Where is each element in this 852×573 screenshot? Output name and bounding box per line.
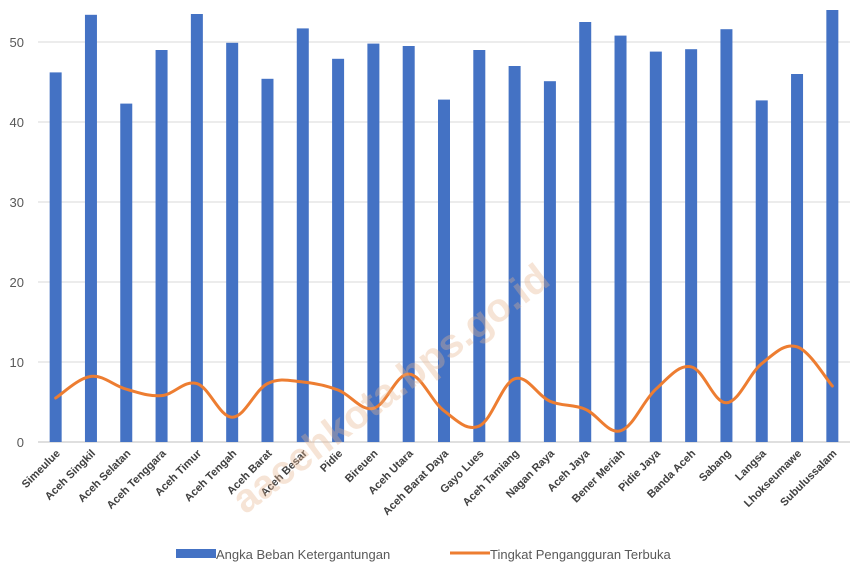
watermark: aacehkota.bps.go.id <box>224 256 558 523</box>
bar <box>120 103 133 442</box>
bar <box>720 29 733 442</box>
line-point <box>266 383 268 385</box>
y-tick-label: 20 <box>10 275 24 290</box>
y-tick-label: 10 <box>10 355 24 370</box>
legend-swatch-bar <box>176 549 216 558</box>
line-point <box>125 388 127 390</box>
bar <box>155 50 168 442</box>
bar <box>649 51 662 442</box>
line-point <box>584 408 586 410</box>
line-point <box>514 378 516 380</box>
line-point <box>478 425 480 427</box>
line-point <box>196 383 198 385</box>
x-tick-label: Aceh Tenggara <box>105 447 170 512</box>
bar <box>84 14 97 443</box>
line-point <box>90 375 92 377</box>
bar <box>190 14 203 442</box>
y-tick-label: 0 <box>17 435 24 450</box>
bar <box>402 46 415 442</box>
line-point <box>372 407 374 409</box>
line-point <box>796 346 798 348</box>
bar <box>543 81 556 442</box>
line-point <box>161 395 163 397</box>
bar <box>332 58 345 443</box>
line-point <box>337 389 339 391</box>
bar <box>49 72 62 443</box>
bar <box>826 10 839 442</box>
bar-series <box>49 10 839 443</box>
bar <box>438 99 450 442</box>
line-point <box>408 373 410 375</box>
bar <box>473 50 486 442</box>
line-series <box>54 344 834 433</box>
line-point <box>620 430 622 432</box>
bar <box>367 43 380 442</box>
bar <box>296 28 309 443</box>
y-axis-ticks: 0 10 20 30 40 50 <box>10 35 24 450</box>
bar <box>791 74 804 442</box>
bar <box>226 42 239 443</box>
line-point <box>761 363 763 365</box>
bar <box>508 66 521 442</box>
bar <box>755 100 768 443</box>
bar <box>261 78 274 443</box>
line-point <box>655 388 657 390</box>
y-tick-label: 40 <box>10 115 24 130</box>
line-point <box>231 416 233 418</box>
legend: Angka Beban Ketergantungan Tingkat Penga… <box>176 547 671 562</box>
line-point <box>55 397 57 399</box>
line-point <box>549 400 551 402</box>
line-point <box>690 366 692 368</box>
y-tick-label: 50 <box>10 35 24 50</box>
line-point <box>302 381 304 383</box>
x-tick-label: Aceh Barat Daya <box>381 447 452 518</box>
legend-label-bar: Angka Beban Ketergantungan <box>216 547 390 562</box>
line-point <box>831 385 833 387</box>
bar <box>685 49 698 442</box>
line-point <box>443 410 445 412</box>
line-point <box>725 402 727 404</box>
bar <box>614 35 627 442</box>
bar <box>579 22 592 442</box>
y-tick-label: 30 <box>10 195 24 210</box>
legend-label-line: Tingkat Pengangguran Terbuka <box>490 547 671 562</box>
x-tick-label: Sabang <box>697 448 734 485</box>
